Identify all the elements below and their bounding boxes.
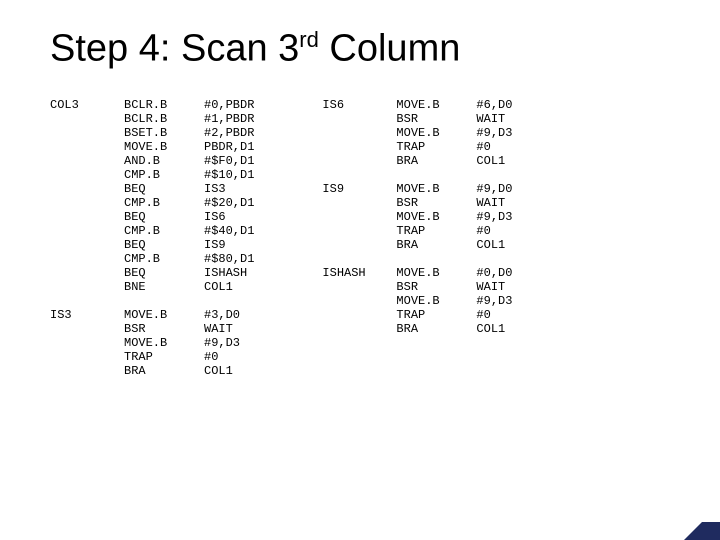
corner-accent-icon <box>702 522 720 540</box>
title-sup: rd <box>299 27 319 52</box>
code-columns: COL3 BCLR.B BCLR.B BSET.B MOVE.B AND.B C… <box>50 98 680 392</box>
block-args: #9,D0 WAIT #9,D3 #0 COL1 <box>476 182 512 252</box>
block-label: IS3 <box>50 308 100 378</box>
code-block-is3: IS3 MOVE.B BSR MOVE.B TRAP BRA #3,D0 WAI… <box>50 308 254 378</box>
slide-title: Step 4: Scan 3rd Column <box>50 28 680 70</box>
block-ops: BCLR.B BCLR.B BSET.B MOVE.B AND.B CMP.B … <box>124 98 180 294</box>
block-args: #0,PBDR #1,PBDR #2,PBDR PBDR,D1 #$F0,D1 … <box>204 98 254 294</box>
left-column: COL3 BCLR.B BCLR.B BSET.B MOVE.B AND.B C… <box>50 98 254 392</box>
block-label: ISHASH <box>322 266 372 336</box>
right-column: IS6 MOVE.B BSR MOVE.B TRAP BRA #6,D0 WAI… <box>322 98 512 392</box>
slide: Step 4: Scan 3rd Column COL3 BCLR.B BCLR… <box>0 0 720 540</box>
block-ops: MOVE.B BSR MOVE.B TRAP BRA <box>396 98 452 168</box>
block-label: COL3 <box>50 98 100 294</box>
block-label: IS9 <box>322 182 372 252</box>
title-part-b: Column <box>319 28 461 70</box>
block-args: #0,D0 WAIT #9,D3 #0 COL1 <box>476 266 512 336</box>
code-block-is6: IS6 MOVE.B BSR MOVE.B TRAP BRA #6,D0 WAI… <box>322 98 512 168</box>
block-args: #3,D0 WAIT #9,D3 #0 COL1 <box>204 308 240 378</box>
title-part-a: Step 4: Scan 3 <box>50 28 299 70</box>
code-block-col3: COL3 BCLR.B BCLR.B BSET.B MOVE.B AND.B C… <box>50 98 254 294</box>
code-block-ishash: ISHASH MOVE.B BSR MOVE.B TRAP BRA #0,D0 … <box>322 266 512 336</box>
block-ops: MOVE.B BSR MOVE.B TRAP BRA <box>396 266 452 336</box>
block-ops: MOVE.B BSR MOVE.B TRAP BRA <box>396 182 452 252</box>
block-args: #6,D0 WAIT #9,D3 #0 COL1 <box>476 98 512 168</box>
code-block-is9: IS9 MOVE.B BSR MOVE.B TRAP BRA #9,D0 WAI… <box>322 182 512 252</box>
block-label: IS6 <box>322 98 372 168</box>
block-ops: MOVE.B BSR MOVE.B TRAP BRA <box>124 308 180 378</box>
